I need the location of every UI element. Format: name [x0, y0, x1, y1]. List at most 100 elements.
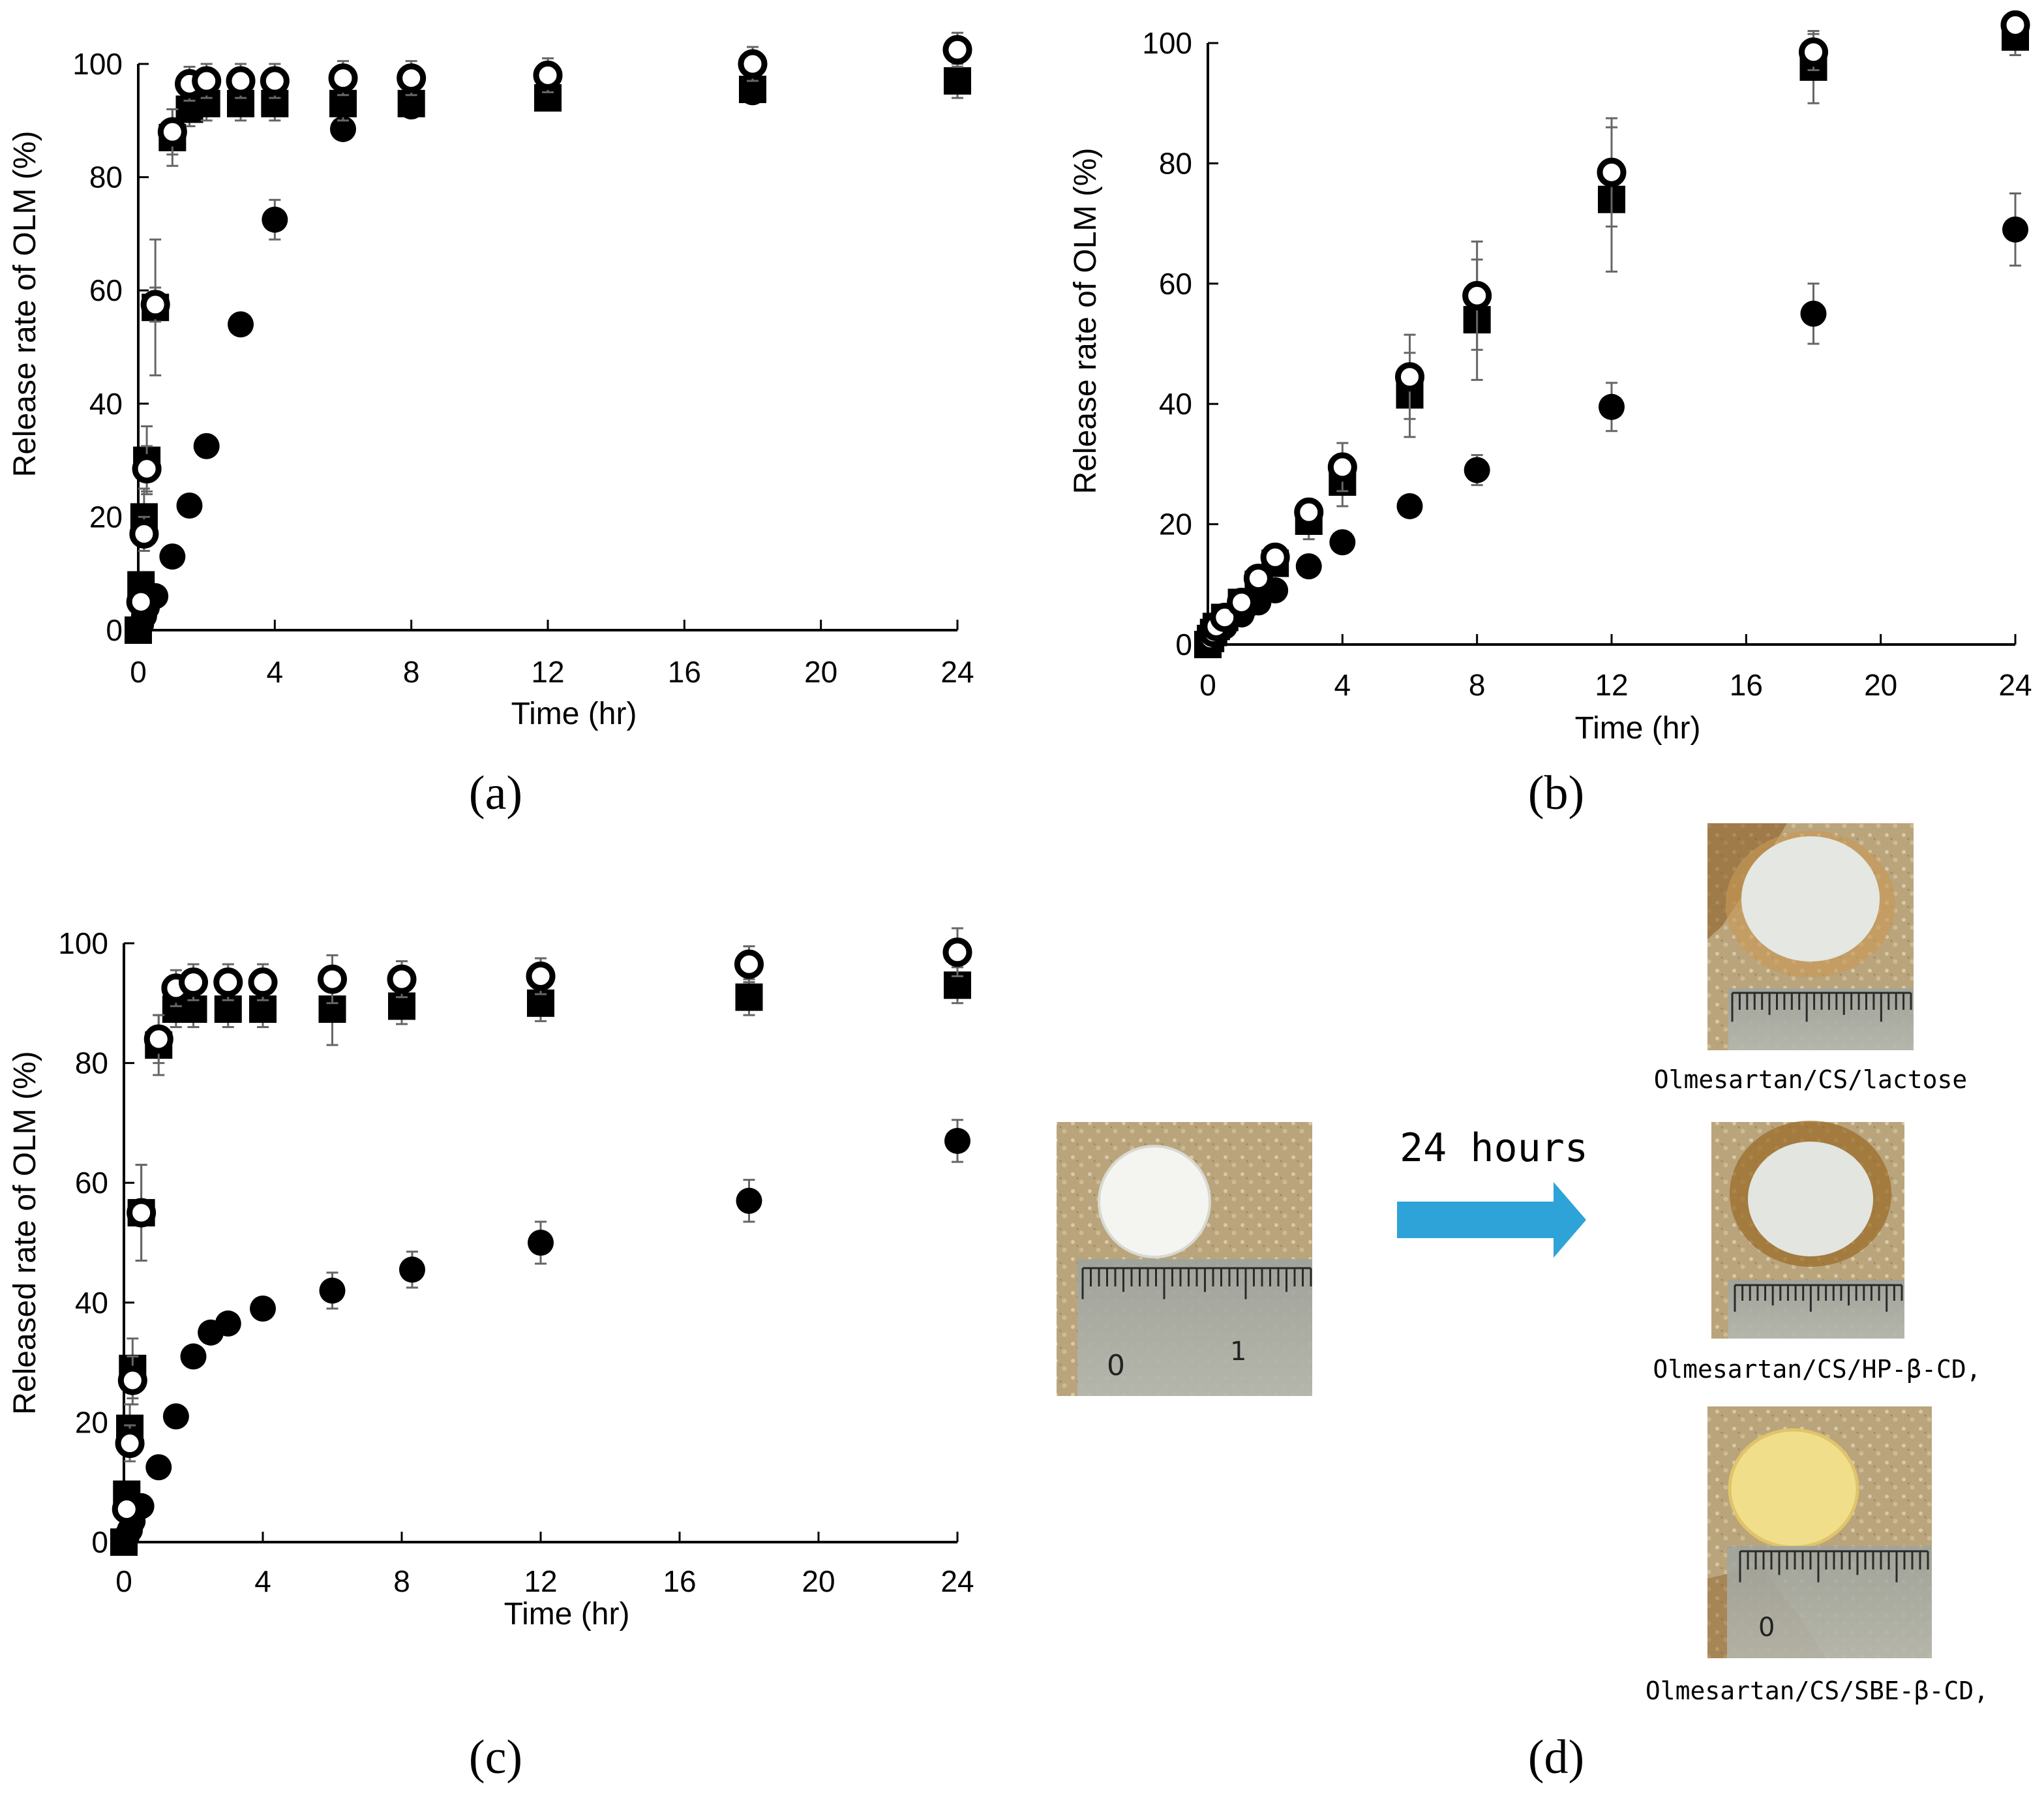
- data-point-open-circle: [942, 937, 972, 967]
- data-point-filled-circle: [398, 1256, 425, 1283]
- x-tick-label: 8: [1469, 668, 1486, 702]
- ruler-mark-0: 0: [1107, 1349, 1125, 1382]
- series-filled-circle: [113, 1119, 970, 1549]
- arrow-right-icon: [1397, 1182, 1586, 1258]
- data-point-filled-circle: [193, 432, 220, 459]
- data-point-open-circle: [213, 967, 243, 997]
- data-point-open-circle: [318, 964, 347, 994]
- caption-hp-beta-cd: Olmesartan/CS/HP-β-CD,: [1653, 1355, 1981, 1384]
- data-point-filled-circle: [162, 1403, 189, 1430]
- data-point-open-circle: [1327, 452, 1357, 482]
- data-point-open-circle: [1227, 587, 1257, 617]
- y-tick-label: 100: [72, 47, 123, 81]
- y-tick-label: 0: [91, 1525, 108, 1559]
- photo-panel-d: 0 1 24 hours Olmesartan/CS/lactose Olmes…: [1057, 823, 1989, 1784]
- data-point-open-circle: [132, 454, 162, 484]
- data-point-filled-circle: [180, 1343, 207, 1370]
- x-tick-label: 20: [802, 1564, 835, 1598]
- data-point-open-circle: [226, 66, 256, 96]
- x-tick-label: 16: [1730, 668, 1763, 702]
- y-tick-label: 40: [1159, 387, 1192, 421]
- series-open-circle: [126, 31, 972, 617]
- caption-sbe-beta-cd: Olmesartan/CS/SBE-β-CD,: [1646, 1676, 1989, 1705]
- data-point-filled-circle: [250, 1295, 276, 1322]
- data-point-filled-circle: [736, 1187, 762, 1214]
- x-tick-label: 4: [267, 655, 284, 689]
- y-tick-label: 40: [89, 387, 123, 421]
- ruler-ticks-hp-beta-cd: [1734, 1284, 1903, 1312]
- data-point-open-circle: [248, 967, 278, 997]
- data-point-open-circle: [328, 63, 358, 93]
- data-point-filled-circle: [176, 493, 203, 519]
- data-point-open-circle: [143, 1024, 173, 1054]
- data-point-open-circle: [1462, 281, 1492, 311]
- photo-hp-beta-cd: [1711, 1121, 1904, 1339]
- data-point-filled-circle: [215, 1310, 241, 1337]
- data-point-filled-square: [110, 1528, 138, 1556]
- data-point-open-circle: [1260, 542, 1290, 572]
- x-tick-label: 0: [1199, 668, 1216, 702]
- y-tick-label: 40: [75, 1286, 108, 1320]
- ruler-ticks-sbe-beta-cd: [1739, 1550, 1929, 1583]
- data-point-open-circle: [734, 949, 764, 979]
- data-point-open-circle: [115, 1429, 145, 1459]
- data-point-filled-circle: [1396, 493, 1423, 519]
- data-point-open-circle: [1243, 564, 1273, 594]
- data-point-filled-circle: [319, 1277, 346, 1304]
- data-point-filled-circle: [2002, 216, 2028, 243]
- photo-sbe-beta-cd: 0: [1707, 1406, 1932, 1658]
- x-tick-label: 4: [254, 1564, 271, 1598]
- series-filled-circle: [1197, 192, 2028, 655]
- data-point-open-circle: [1294, 497, 1324, 527]
- data-point-open-circle: [533, 60, 563, 90]
- y-tick-label: 80: [75, 1046, 108, 1080]
- panel-label-b: (b): [1528, 766, 1584, 820]
- data-point-filled-circle: [159, 543, 186, 570]
- data-point-open-circle: [526, 961, 556, 991]
- data-point-filled-circle: [1295, 553, 1322, 580]
- data-point-filled-square: [125, 616, 152, 644]
- data-point-filled-circle: [330, 115, 356, 142]
- x-tick-label: 8: [403, 655, 420, 689]
- x-tick-label: 0: [115, 1564, 132, 1598]
- time-arrow: 24 hours: [1397, 1125, 1588, 1258]
- y-tick-label: 0: [1175, 628, 1192, 661]
- data-point-filled-circle: [228, 311, 254, 338]
- x-tick-label: 8: [393, 1564, 410, 1598]
- y-tick-label: 80: [1159, 146, 1192, 180]
- y-tick-label: 0: [106, 613, 123, 647]
- ruler-mark-0-sbe: 0: [1758, 1613, 1775, 1643]
- y-axis-title: Released rate of OLM (%): [8, 1051, 42, 1415]
- data-point-filled-circle: [1800, 300, 1827, 327]
- x-tick-label: 16: [668, 655, 701, 689]
- y-tick-label: 20: [1159, 508, 1192, 541]
- y-tick-label: 60: [1159, 267, 1192, 301]
- data-point-filled-circle: [1464, 457, 1490, 483]
- x-tick-label: 12: [524, 1564, 557, 1598]
- x-axis-title: Time (hr): [1575, 711, 1701, 746]
- data-point-filled-square: [944, 67, 971, 95]
- x-tick-label: 12: [1595, 668, 1628, 702]
- data-point-open-circle: [126, 587, 156, 617]
- y-tick-label: 100: [58, 926, 108, 960]
- x-tick-label: 24: [1998, 668, 2032, 702]
- data-point-filled-circle: [145, 1454, 172, 1481]
- series-open-circle: [1195, 10, 2030, 654]
- data-point-open-circle: [117, 1365, 147, 1395]
- x-tick-label: 4: [1334, 668, 1351, 702]
- data-point-filled-circle: [1329, 529, 1356, 556]
- x-tick-label: 24: [940, 655, 974, 689]
- panel-label-a: (a): [469, 766, 522, 820]
- photo-initial-tablet: 0 1: [1057, 1122, 1312, 1396]
- series-filled-square: [125, 63, 971, 644]
- data-point-open-circle: [1597, 157, 1627, 187]
- data-point-filled-circle: [528, 1230, 554, 1256]
- ruler-ticks-initial: [1081, 1267, 1312, 1299]
- series-open-circle: [112, 927, 972, 1524]
- y-axis-title: Release rate of OLM (%): [1068, 148, 1103, 494]
- data-point-open-circle: [192, 66, 222, 96]
- data-point-filled-circle: [262, 206, 288, 233]
- x-tick-label: 20: [1864, 668, 1897, 702]
- data-point-open-circle: [129, 519, 159, 549]
- x-axis-title: Time (hr): [504, 1597, 630, 1631]
